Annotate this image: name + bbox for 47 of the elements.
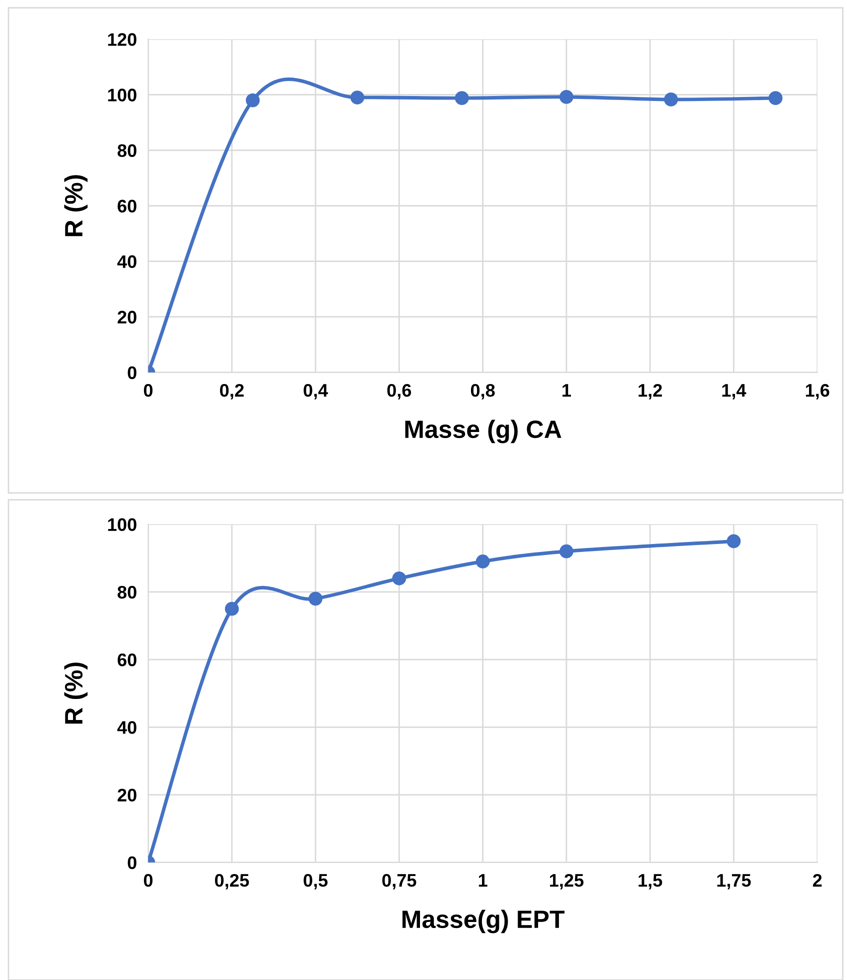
x-axis-title: Masse(g) EPT — [402, 910, 564, 934]
point — [664, 92, 678, 106]
point — [726, 534, 741, 548]
x-tick-label: 0,25 — [215, 874, 249, 890]
x-axis-title: Masse (g) CA — [405, 420, 562, 444]
point — [224, 602, 239, 616]
y-tick-label: 40 — [117, 255, 136, 268]
x-tick-label: 1,5 — [638, 874, 662, 890]
x-tick-label: 1,4 — [722, 384, 746, 400]
x-tick-label: 0 — [144, 874, 153, 887]
point — [768, 91, 782, 106]
x-tick-label: 0,5 — [304, 874, 328, 890]
y-axis-title: R (%) — [64, 662, 88, 724]
x-tick-label: 1,75 — [717, 874, 751, 890]
x-tick-label: 0,2 — [220, 384, 244, 400]
x-tick-label: 0,8 — [470, 384, 495, 400]
x-tick-label: 0 — [144, 384, 153, 397]
x-tick-label: 0,75 — [382, 874, 416, 890]
y-tick-label: 60 — [118, 200, 136, 213]
y-axis-title: R (%) — [64, 175, 88, 236]
point — [559, 90, 574, 104]
point — [246, 93, 260, 108]
x-tick-label: 0,4 — [304, 384, 328, 400]
y-tick-label: 120 — [108, 33, 136, 46]
y-tick-label: 60 — [118, 653, 136, 666]
y-tick-label: 100 — [108, 88, 136, 102]
y-tick-label: 0 — [128, 856, 136, 870]
point — [454, 91, 469, 106]
y-tick-label: 20 — [118, 310, 136, 324]
point — [476, 554, 490, 568]
x-tick-label: 1,2 — [638, 384, 662, 400]
y-tick-label: 0 — [128, 366, 136, 380]
x-tick-label: 1,6 — [806, 384, 830, 400]
point — [392, 571, 406, 586]
y-tick-label: 100 — [108, 518, 136, 532]
point — [559, 544, 574, 558]
x-tick-label: 1,25 — [550, 874, 584, 890]
x-tick-label: 1 — [478, 874, 488, 887]
y-tick-label: 80 — [118, 586, 136, 599]
x-tick-label: 0,6 — [387, 384, 412, 400]
y-tick-label: 20 — [118, 788, 136, 802]
x-tick-label: 1 — [562, 384, 571, 397]
y-tick-label: 80 — [118, 144, 136, 157]
y-tick-label: 40 — [117, 721, 136, 734]
point — [350, 90, 364, 104]
x-tick-label: 2 — [812, 874, 822, 887]
point — [308, 592, 322, 606]
